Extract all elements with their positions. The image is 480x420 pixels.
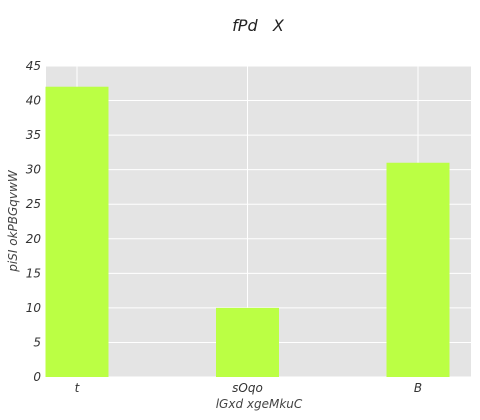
bar-B [386,162,450,377]
y-tick-label: 35 [26,128,41,142]
y-tick-label: 30 [26,163,42,177]
y-tick-label: 15 [26,266,41,280]
y-axis-ticks: 0 5 10 15 20 25 30 35 40 45 [26,59,42,384]
x-tick-label: sOqo [232,381,263,395]
bar-t [45,86,109,377]
x-axis-label: lGxd xgeMkuC [216,397,303,411]
chart-title: fPd X [232,16,285,35]
x-tick-label: t [75,381,81,395]
y-tick-label: 20 [26,232,42,246]
y-tick-label: 25 [26,197,41,211]
y-tick-label: 45 [26,59,41,73]
y-tick-label: 5 [33,335,41,349]
y-axis-label: piSI okPBGqvwW [6,169,20,273]
x-tick-label: B [414,381,422,395]
y-tick-label: 40 [26,94,42,108]
y-tick-label: 10 [26,301,42,315]
bars [45,86,450,377]
bar-sOqo [216,307,279,377]
x-axis-ticks: t sOqo B [75,381,422,395]
y-tick-label: 0 [33,370,41,384]
